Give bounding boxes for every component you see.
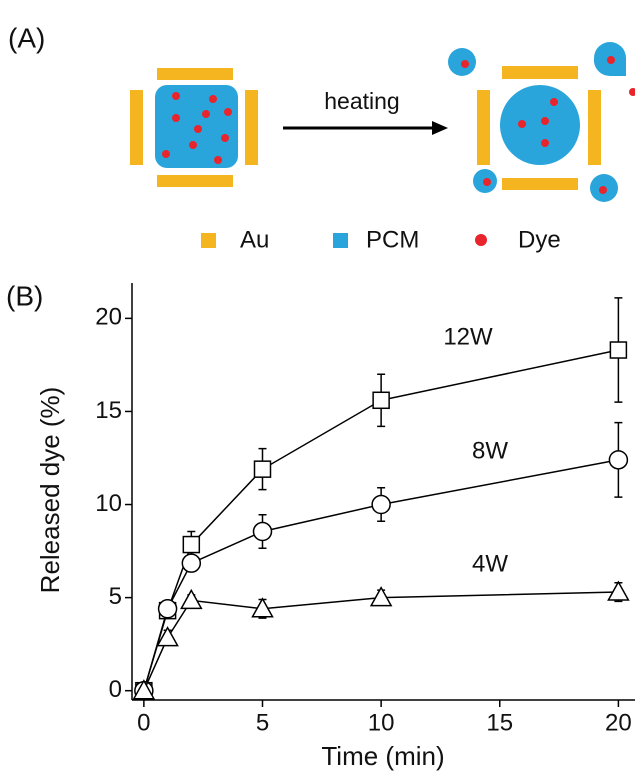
series-label: 12W <box>443 323 493 350</box>
marker <box>180 588 203 610</box>
legend-label: PCM <box>366 226 419 253</box>
x-tick-label: 20 <box>605 709 632 736</box>
marker <box>252 521 273 542</box>
marker <box>157 599 178 619</box>
capsule-before <box>130 68 258 187</box>
arrow-head <box>432 121 448 135</box>
marker <box>608 450 629 470</box>
legend-swatch <box>475 234 487 246</box>
panel-label: (A) <box>8 22 45 53</box>
series-line <box>143 591 619 691</box>
capsule-after <box>448 42 635 202</box>
marker <box>251 597 274 618</box>
marker <box>182 535 201 554</box>
x-tick-label: 15 <box>486 709 513 736</box>
x-tick-label: 0 <box>137 709 150 736</box>
marker <box>181 553 202 573</box>
legend-label: Dye <box>518 226 561 253</box>
x-axis-label: Time (min) <box>321 741 444 771</box>
marker <box>607 580 630 601</box>
marker <box>156 626 179 647</box>
legend-swatch <box>333 233 348 248</box>
y-tick-label: 0 <box>109 676 122 703</box>
marker <box>371 494 391 515</box>
series-label: 8W <box>472 437 508 464</box>
legend-swatch <box>201 233 216 248</box>
series-line <box>143 459 619 691</box>
y-tick-label: 10 <box>95 490 122 517</box>
series-label: 4W <box>472 550 508 577</box>
panel-label: (B) <box>6 280 43 311</box>
legend-label: Au <box>240 226 269 253</box>
y-tick-label: 15 <box>95 397 122 424</box>
marker <box>132 679 156 700</box>
y-tick-label: 5 <box>109 583 122 610</box>
x-tick-label: 5 <box>256 709 269 736</box>
y-tick-label: 20 <box>95 304 122 331</box>
marker <box>372 391 390 410</box>
marker <box>609 341 628 359</box>
y-axis-label: Released dye (%) <box>35 387 65 594</box>
marker <box>253 460 272 478</box>
x-tick-label: 10 <box>368 709 395 736</box>
arrow-label: heating <box>324 88 399 114</box>
marker <box>369 586 393 607</box>
